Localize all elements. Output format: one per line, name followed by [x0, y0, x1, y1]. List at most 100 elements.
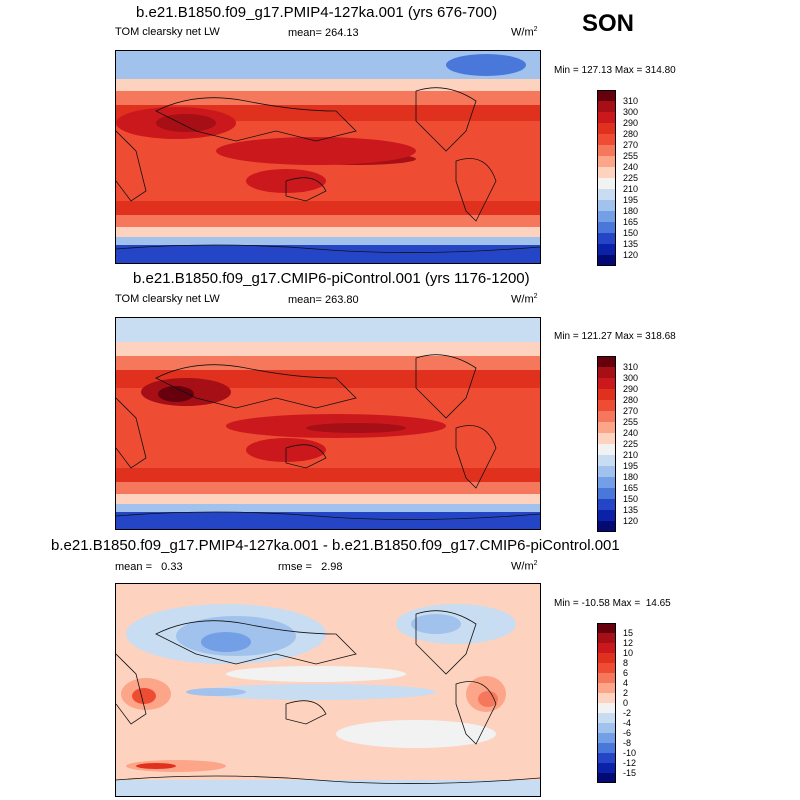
panel-2-map	[115, 317, 541, 530]
colorbar-swatch	[597, 167, 616, 178]
colorbar-tick-label: 270	[623, 140, 639, 150]
colorbar-swatch	[597, 101, 616, 112]
colorbar-swatch	[597, 643, 616, 653]
panel-1-units: W/m2	[511, 26, 538, 39]
colorbar-tick-label: 6	[623, 668, 629, 678]
colorbar-swatch	[597, 422, 616, 433]
colorbar-swatch	[597, 703, 616, 713]
colorbar-tick-label: 0	[623, 698, 629, 708]
colorbar-swatch	[597, 189, 616, 200]
colorbar-swatch	[597, 713, 616, 723]
colorbar-tick-label: 310	[623, 362, 639, 372]
colorbar-tick-label: 255	[623, 151, 639, 161]
panel-1-variable-label: TOM clearsky net LW	[115, 26, 220, 38]
colorbar-tick-label: 300	[623, 107, 639, 117]
colorbar-tick-label: 280	[623, 129, 639, 139]
colorbar-swatch	[597, 145, 616, 156]
panel-3-map	[115, 583, 541, 797]
panel-1-minmax: Min = 127.13 Max = 314.80	[554, 65, 676, 76]
colorbar-swatch	[597, 477, 616, 488]
colorbar-tick-label: 2	[623, 688, 629, 698]
colorbar-tick-label: 310	[623, 96, 639, 106]
colorbar-swatch	[597, 400, 616, 411]
colorbar-tick-label: 120	[623, 250, 639, 260]
colorbar-swatch	[597, 255, 616, 266]
colorbar-swatch	[597, 244, 616, 255]
panel-2-title: b.e21.B1850.f09_g17.CMIP6-piControl.001 …	[133, 270, 530, 287]
panel-2-map-svg	[116, 318, 540, 529]
colorbar-tick-label: 225	[623, 173, 639, 183]
colorbar-swatch	[597, 455, 616, 466]
colorbar-tick-label: 290	[623, 118, 639, 128]
colorbar-tick-label: 180	[623, 472, 639, 482]
colorbar-tick-label: 255	[623, 417, 639, 427]
colorbar-tick-label: 300	[623, 373, 639, 383]
colorbar-swatch	[597, 367, 616, 378]
colorbar-tick-label: 290	[623, 384, 639, 394]
colorbar-tick-label: 150	[623, 228, 639, 238]
colorbar-swatch	[597, 389, 616, 400]
colorbar-swatch	[597, 411, 616, 422]
colorbar-tick-label: -12	[623, 758, 637, 768]
colorbar-swatch	[597, 211, 616, 222]
panel-3-title: b.e21.B1850.f09_g17.PMIP4-127ka.001 - b.…	[51, 537, 620, 554]
colorbar-swatch	[597, 222, 616, 233]
panel-1-title: b.e21.B1850.f09_g17.PMIP4-127ka.001 (yrs…	[136, 4, 498, 21]
panel-2-minmax: Min = 121.27 Max = 318.68	[554, 331, 676, 342]
colorbar-tick-label: 195	[623, 195, 639, 205]
colorbar-swatch	[597, 763, 616, 773]
colorbar-tick-label: 270	[623, 406, 639, 416]
colorbar-tick-label: 165	[623, 217, 639, 227]
colorbar-tick-label: 280	[623, 395, 639, 405]
panel-3-minmax: Min = -10.58 Max = 14.65	[554, 598, 671, 609]
panel-2-variable-label: TOM clearsky net LW	[115, 293, 220, 305]
colorbar-swatch	[597, 134, 616, 145]
colorbar-tick-label: 12	[623, 638, 634, 648]
colorbar-tick-label: 135	[623, 505, 639, 515]
colorbar-tick-label: -8	[623, 738, 632, 748]
colorbar-swatch	[597, 683, 616, 693]
colorbar-swatch	[597, 112, 616, 123]
colorbar-swatch	[597, 723, 616, 733]
colorbar-swatch	[597, 488, 616, 499]
colorbar-swatch	[597, 521, 616, 532]
colorbar-swatch	[597, 510, 616, 521]
colorbar-tick-label: 210	[623, 184, 639, 194]
colorbar-swatch	[597, 444, 616, 455]
colorbar-tick-label: -6	[623, 728, 632, 738]
panel-2-mean-label: mean= 263.80	[288, 294, 359, 306]
colorbar-swatch	[597, 733, 616, 743]
panel-1-map	[115, 50, 541, 264]
panel-3-rmse-label: rmse = 2.98	[278, 561, 343, 573]
panel-3-map-svg	[116, 584, 540, 796]
colorbar-swatch	[597, 653, 616, 663]
colorbar-swatch	[597, 178, 616, 189]
colorbar-tick-label: -4	[623, 718, 632, 728]
colorbar-swatch	[597, 673, 616, 683]
colorbar-tick-label: 120	[623, 516, 639, 526]
colorbar-swatch	[597, 466, 616, 477]
colorbar-tick-label: -15	[623, 768, 637, 778]
colorbar-swatch	[597, 623, 616, 633]
colorbar-tick-label: 210	[623, 450, 639, 460]
colorbar-swatch	[597, 693, 616, 703]
colorbar-swatch	[597, 743, 616, 753]
panel-3-units: W/m2	[511, 560, 538, 573]
colorbar-tick-label: 15	[623, 628, 634, 638]
colorbar-tick-label: 10	[623, 648, 634, 658]
colorbar-swatch	[597, 753, 616, 763]
colorbar-swatch	[597, 378, 616, 389]
colorbar-swatch	[597, 123, 616, 134]
colorbar-tick-label: 4	[623, 678, 629, 688]
panel-1-map-svg	[116, 51, 540, 263]
colorbar-swatch	[597, 356, 616, 367]
panel-1-mean-label: mean= 264.13	[288, 27, 359, 39]
colorbar-tick-label: 240	[623, 428, 639, 438]
colorbar-tick-label: -2	[623, 708, 632, 718]
colorbar-swatch	[597, 200, 616, 211]
panel-3-mean-label: mean = 0.33	[115, 561, 183, 573]
colorbar-tick-label: -10	[623, 748, 637, 758]
colorbar-tick-label: 165	[623, 483, 639, 493]
colorbar-tick-label: 180	[623, 206, 639, 216]
season-label: SON	[582, 10, 635, 37]
